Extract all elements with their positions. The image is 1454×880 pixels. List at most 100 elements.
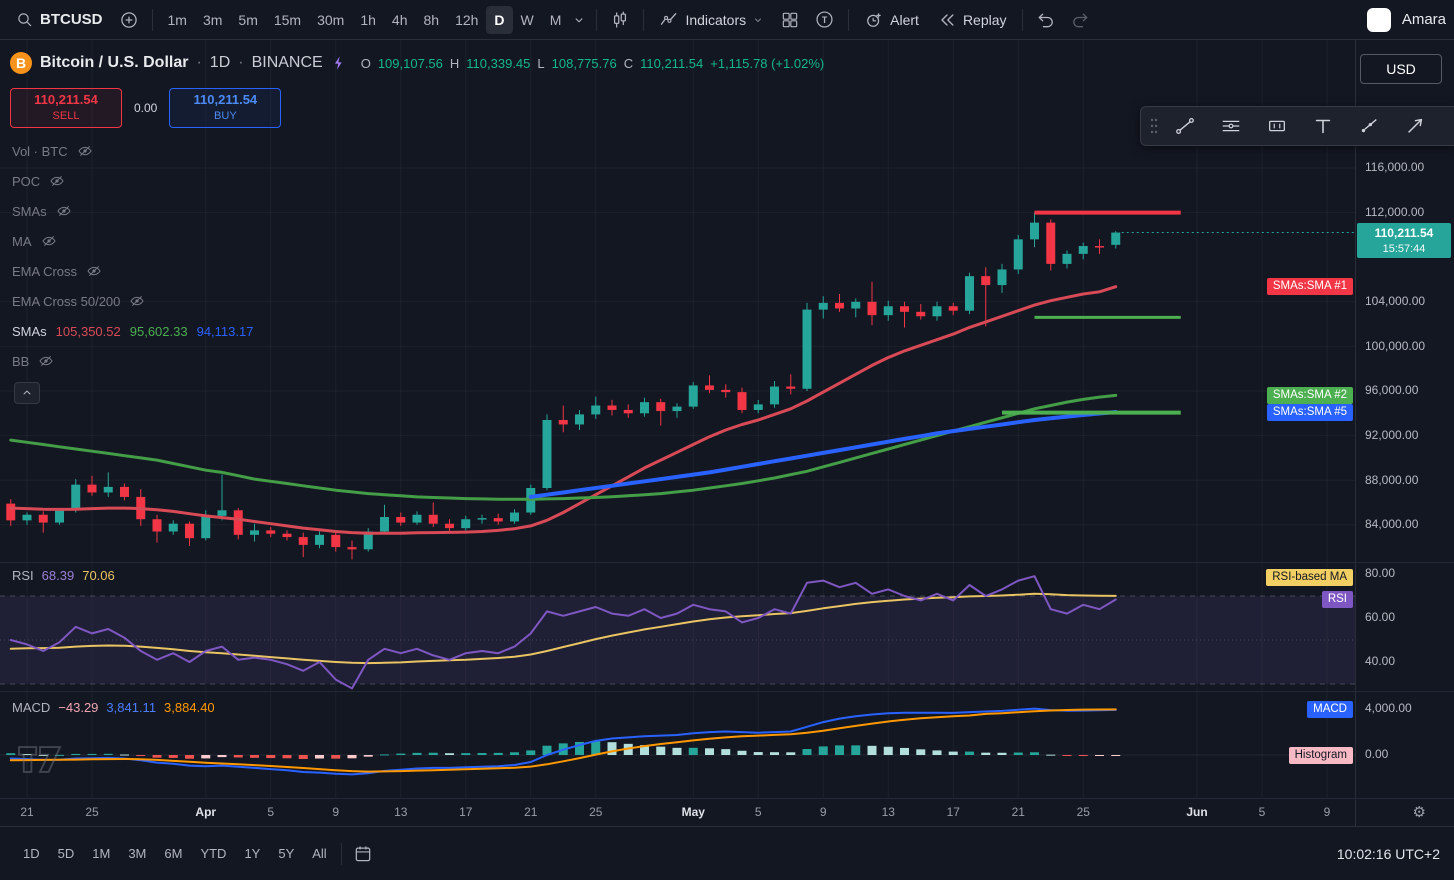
text-tool-button[interactable]	[1300, 109, 1346, 143]
close-value: 110,211.54	[640, 55, 704, 71]
range-3m[interactable]: 3M	[119, 841, 155, 866]
eye-off-icon[interactable]	[41, 233, 57, 249]
axis-tick-label: 4,000.00	[1365, 700, 1412, 715]
bitcoin-logo-icon: B	[10, 52, 32, 74]
alert-button[interactable]: Alert	[856, 5, 927, 35]
price-pane-canvas[interactable]	[0, 40, 1355, 562]
indicator-label[interactable]: BB	[12, 353, 30, 369]
eye-off-icon[interactable]	[49, 173, 65, 189]
indicator-label[interactable]: POC	[12, 173, 41, 189]
time-axis-label: 13	[394, 805, 408, 819]
legend-row-smas-hidden: SMAs	[12, 196, 253, 226]
axis-settings-gear-icon[interactable]: ⚙	[1412, 804, 1426, 821]
calendar-icon	[353, 844, 373, 864]
buy-button[interactable]: 110,211.54 BUY	[169, 88, 282, 128]
indicator-label[interactable]: SMAs	[12, 323, 47, 339]
axis-tick-label: 96,000.00	[1365, 383, 1419, 398]
range-1d[interactable]: 1D	[14, 841, 49, 866]
range-ytd[interactable]: YTD	[191, 841, 235, 866]
range-5y[interactable]: 5Y	[269, 841, 303, 866]
range-5d[interactable]: 5D	[49, 841, 84, 866]
timeframe-1w[interactable]: W	[513, 6, 542, 34]
redo-button[interactable]	[1064, 5, 1096, 35]
indicator-label[interactable]: MA	[12, 233, 32, 249]
eye-off-icon[interactable]	[56, 203, 72, 219]
arrow-tool-button[interactable]	[1392, 109, 1438, 143]
indicator-label[interactable]: EMA Cross 50/200	[12, 293, 121, 309]
trend-line-tool-button[interactable]	[1162, 109, 1208, 143]
axis-tick-label: 84,000.00	[1365, 517, 1419, 532]
timeframe-1mo[interactable]: M	[542, 6, 570, 34]
eye-off-icon[interactable]	[129, 293, 145, 309]
boost-icon[interactable]	[331, 55, 347, 71]
grid-layout-icon	[780, 10, 800, 30]
range-all[interactable]: All	[303, 841, 335, 866]
replay-rewind-icon	[937, 10, 957, 30]
symbol-search-button[interactable]: BTCUSD	[8, 5, 111, 35]
chart-type-button[interactable]	[604, 5, 636, 35]
go-to-date-button[interactable]	[347, 840, 379, 868]
tradingview-logo[interactable]	[18, 746, 62, 773]
timeframe-menu-button[interactable]	[569, 6, 589, 34]
axis-tick-label: 60.00	[1365, 610, 1396, 625]
legend-row-volume: Vol · BTC	[12, 136, 253, 166]
symbol-exchange[interactable]: BINANCE	[251, 54, 323, 71]
eye-off-icon[interactable]	[38, 353, 54, 369]
timeframe-3m[interactable]: 3m	[195, 6, 230, 34]
rsi-label[interactable]: RSI	[12, 568, 34, 583]
template-button[interactable]: T	[808, 5, 841, 35]
timeframe-1d-selected[interactable]: D	[486, 5, 513, 34]
indicator-label[interactable]: Vol · BTC	[12, 143, 68, 159]
indicator-label[interactable]: EMA Cross	[12, 263, 78, 279]
timeframe-1h[interactable]: 1h	[352, 6, 384, 34]
layout-grid-button[interactable]	[774, 5, 806, 35]
indicators-button[interactable]: Indicators	[651, 5, 772, 35]
legend-row-ma: MA	[12, 226, 253, 256]
undo-button[interactable]	[1030, 5, 1062, 35]
symbol-interval[interactable]: 1D	[209, 54, 231, 71]
ray-tool-button[interactable]	[1346, 109, 1392, 143]
rsi-legend: RSI 68.39 70.06	[12, 568, 115, 583]
pane-separator[interactable]	[0, 691, 1454, 692]
replay-button[interactable]: Replay	[929, 5, 1015, 35]
add-symbol-button[interactable]	[113, 5, 145, 35]
time-axis-label: May	[681, 805, 705, 819]
timeframe-8h[interactable]: 8h	[415, 6, 447, 34]
macd-pane-canvas[interactable]	[0, 691, 1355, 798]
sell-button[interactable]: 110,211.54 SELL	[10, 88, 122, 128]
symbol-full-name[interactable]: Bitcoin / U.S. Dollar	[40, 54, 189, 71]
pane-separator[interactable]	[0, 562, 1454, 563]
indicator-label[interactable]: SMAs	[12, 203, 47, 219]
timeframe-30m[interactable]: 30m	[309, 6, 352, 34]
rectangle-tool-button[interactable]	[1254, 109, 1300, 143]
timeframe-4h[interactable]: 4h	[384, 6, 416, 34]
sma2-value: 95,602.33	[129, 323, 188, 339]
range-6m[interactable]: 6M	[155, 841, 191, 866]
range-1y[interactable]: 1Y	[235, 841, 269, 866]
price-axis[interactable]: 116,000.00 112,000.00 104,000.00 100,000.00…	[1355, 40, 1454, 826]
currency-selector[interactable]: USD	[1360, 54, 1442, 84]
user-avatar[interactable]	[1366, 7, 1391, 32]
time-axis-label: 25	[1076, 805, 1090, 819]
macd-label[interactable]: MACD	[12, 700, 51, 715]
ray-tool-icon	[1358, 115, 1380, 137]
timeframe-12h[interactable]: 12h	[447, 6, 486, 34]
rsi-pane-canvas[interactable]	[0, 562, 1355, 691]
timeframe-15m[interactable]: 15m	[266, 6, 309, 34]
range-1m[interactable]: 1M	[83, 841, 119, 866]
buy-label: BUY	[214, 110, 237, 123]
time-axis[interactable]: ⚙ 21 25 Apr 5 9 13 17 21 25 May 5 9 13 17 21 25 Jun 5 9	[0, 798, 1454, 826]
timeframe-5m[interactable]: 5m	[230, 6, 265, 34]
session-clock[interactable]: 10:02:16 UTC+2	[1336, 845, 1440, 862]
timeframe-1m[interactable]: 1m	[160, 6, 195, 34]
horizontal-line-tool-button[interactable]	[1208, 109, 1254, 143]
legend-row-bb: BB	[12, 346, 253, 376]
legend-collapse-button[interactable]	[14, 382, 40, 404]
toolbar-separator	[643, 8, 645, 31]
timeframe-group: 1m 3m 5m 15m 30m 1h 4h 8h 12h D W M	[160, 5, 590, 34]
eye-off-icon[interactable]	[86, 263, 102, 279]
toolbar-drag-handle[interactable]	[1146, 117, 1162, 135]
eye-off-icon[interactable]	[77, 143, 93, 159]
alarm-clock-icon	[864, 10, 884, 30]
redo-arrow-icon	[1070, 10, 1090, 30]
